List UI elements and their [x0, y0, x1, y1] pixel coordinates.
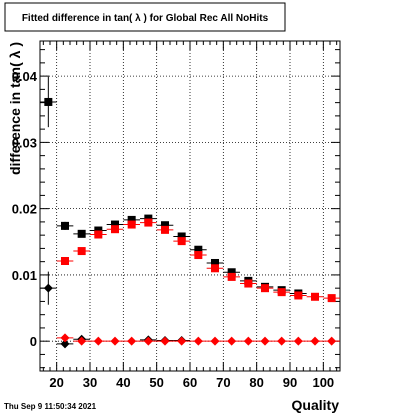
data-point-diamond	[77, 336, 87, 346]
grid	[40, 41, 340, 371]
data-point-square	[44, 97, 53, 106]
series-1	[56, 218, 340, 303]
data-point-square	[194, 251, 203, 260]
data-point-square	[211, 264, 219, 273]
data-point-diamond	[193, 336, 203, 346]
data-point-diamond	[60, 339, 70, 349]
data-point-diamond	[310, 336, 320, 346]
data-point-square	[261, 284, 269, 293]
x-tick-label: 90	[283, 375, 297, 390]
data-point-square	[227, 268, 236, 277]
title-box	[4, 2, 286, 32]
y-tick-label: 0.02	[12, 202, 37, 217]
data-point-diamond	[327, 336, 337, 346]
x-tick-label: 40	[116, 375, 130, 390]
y-tick-label: 0.04	[12, 69, 38, 84]
data-point-square	[161, 225, 169, 234]
series-0	[40, 76, 307, 298]
data-point-diamond	[143, 336, 153, 346]
chart-title: Fitted difference in tan( λ ) for Global…	[22, 13, 269, 24]
data-point-diamond	[293, 336, 303, 346]
data-point-square	[194, 245, 203, 254]
data-marks	[40, 76, 340, 349]
data-point-diamond	[210, 336, 220, 346]
data-point-diamond	[127, 336, 137, 346]
data-point-square	[327, 294, 336, 303]
data-point-square	[127, 215, 136, 224]
data-point-square	[244, 279, 253, 288]
y-axis-label: difference in tan( λ )	[7, 42, 23, 175]
data-point-square	[111, 220, 119, 229]
data-point-square	[294, 291, 303, 300]
x-tick-label: 100	[312, 375, 334, 390]
data-point-square	[127, 220, 136, 229]
data-point-square	[211, 258, 219, 267]
data-point-square	[77, 229, 86, 238]
data-point-diamond	[243, 336, 253, 346]
data-point-square	[144, 218, 153, 227]
x-tick-label: 20	[49, 375, 63, 390]
axes: 20 30 40 50 60 70 80 90 100 0 0.01 0.02 0.03 0.04	[12, 41, 340, 390]
data-point-diamond	[160, 336, 170, 346]
data-point-diamond	[277, 336, 287, 346]
data-point-square	[177, 237, 186, 246]
data-point-diamond	[110, 336, 120, 346]
x-tick-label: 30	[83, 375, 97, 390]
data-point-square	[61, 221, 69, 230]
data-point-square	[177, 232, 186, 241]
data-point-diamond	[43, 283, 53, 293]
data-point-square	[277, 288, 286, 297]
x-tick-label: 60	[183, 375, 197, 390]
data-point-diamond	[93, 336, 103, 346]
data-point-diamond	[227, 336, 237, 346]
data-point-diamond	[60, 333, 70, 343]
x-axis-label: Quality	[292, 397, 340, 413]
series-3	[56, 333, 340, 346]
x-tick-label: 50	[149, 375, 163, 390]
y-tick-label: 0.01	[12, 268, 37, 283]
x-tick-label: 80	[249, 375, 263, 390]
timestamp: Thu Sep 9 11:50:34 2021	[4, 402, 97, 411]
data-point-diamond	[177, 336, 187, 346]
data-point-square	[227, 272, 236, 281]
data-point-square	[161, 221, 169, 230]
data-point-square	[94, 230, 103, 239]
data-point-square	[77, 247, 86, 256]
data-point-square	[311, 292, 319, 301]
y-tick-label: 0.03	[12, 135, 37, 150]
data-point-square	[111, 225, 119, 234]
x-tick-label: 70	[216, 375, 230, 390]
data-point-diamond	[260, 336, 270, 346]
y-tick-label: 0	[30, 334, 37, 349]
data-point-square	[61, 257, 69, 265]
